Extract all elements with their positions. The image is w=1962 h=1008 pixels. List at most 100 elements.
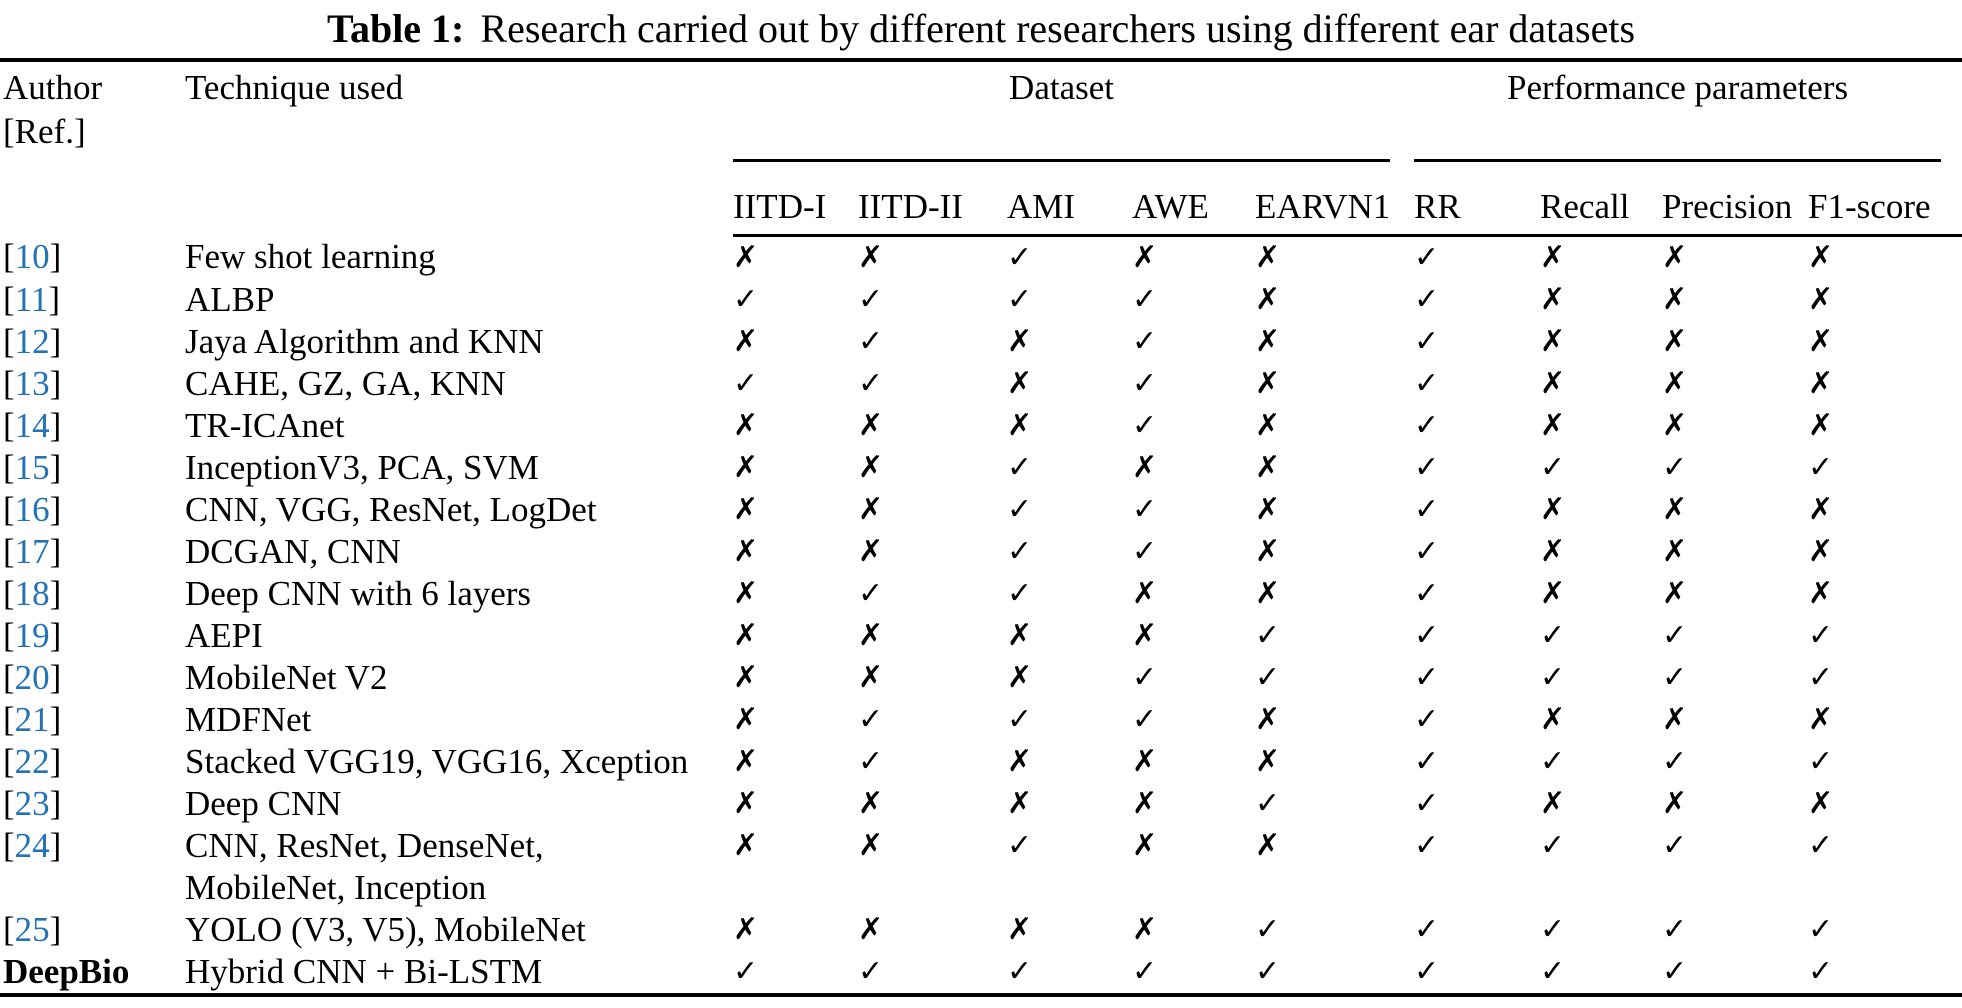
col-header-rr: RR [1414,162,1541,237]
citation-link[interactable]: 13 [14,364,50,403]
check-mark: ✓ [858,702,884,737]
citation-link[interactable]: 16 [14,490,50,529]
check-mark: ✓ [1007,534,1033,569]
check-mark: ✓ [1662,954,1688,989]
citation-link[interactable]: 14 [14,406,50,445]
technique-cell: TR-ICAnet [185,405,733,447]
ref-bracket-close: ] [48,280,61,319]
citation-link[interactable]: 20 [14,658,50,697]
ref-bracket-open: [ [3,700,15,739]
check-mark: ✓ [1414,744,1440,779]
citation-link[interactable]: 18 [14,574,50,613]
check-mark: ✓ [1414,576,1440,611]
cross-mark: ✗ [858,240,884,275]
col-header-ami: AMI [1007,162,1132,237]
author-ref-cell: [23] [0,783,185,825]
check-mark: ✓ [858,954,884,989]
cross-mark: ✗ [1662,786,1688,821]
cross-mark: ✗ [1007,660,1033,695]
citation-link[interactable]: 23 [14,784,50,823]
citation-link[interactable]: 15 [14,448,50,487]
technique-cell: MobileNet V2 [185,657,733,699]
author-ref-cell: [18] [0,573,185,615]
cross-mark: ✗ [1540,534,1566,569]
cross-mark: ✗ [733,744,759,779]
dataset-group-header: Dataset [733,60,1414,162]
check-mark: ✓ [1540,744,1566,779]
ref-bracket-close: ] [49,700,62,739]
cross-mark: ✗ [1132,744,1158,779]
table-row: [11] ALBP ✓ ✓ ✓ ✓ ✗ ✓ ✗ ✗ ✗ [0,279,1962,321]
ref-bracket-close: ] [49,742,62,781]
check-mark: ✓ [1414,366,1440,401]
cross-mark: ✗ [858,534,884,569]
check-mark: ✓ [1132,324,1158,359]
ref-bracket-open: [ [3,784,15,823]
author-ref-cell: [12] [0,321,185,363]
cross-mark: ✗ [1808,576,1834,611]
technique-column-header: Technique used [185,68,404,107]
check-mark: ✓ [858,576,884,611]
cross-mark: ✗ [1007,912,1033,947]
table-body: [10] Few shot learning ✗ ✗ ✓ ✗ ✗ ✓ ✗ ✗ ✗… [0,236,1962,996]
citation-link[interactable]: 21 [14,700,50,739]
technique-line: CNN, VGG, ResNet, LogDet [185,490,597,529]
check-mark: ✓ [1414,240,1440,275]
check-mark: ✓ [1540,660,1566,695]
cross-mark: ✗ [733,786,759,821]
citation-link[interactable]: 24 [14,826,50,865]
cross-mark: ✗ [1132,912,1158,947]
author-ref-cell: DeepBio [0,951,185,995]
technique-cell: YOLO (V3, V5), MobileNet [185,909,733,951]
cross-mark: ✗ [1540,576,1566,611]
ref-bracket-close: ] [49,784,62,823]
author-ref-cell: [16] [0,489,185,531]
check-mark: ✓ [1808,954,1834,989]
ref-bracket-open: [ [3,532,15,571]
author-ref-cell: [21] [0,699,185,741]
table-row: [21] MDFNet ✗ ✓ ✓ ✓ ✗ ✓ ✗ ✗ ✗ [0,699,1962,741]
technique-cell: DCGAN, CNN [185,531,733,573]
cross-mark: ✗ [1540,408,1566,443]
cross-mark: ✗ [733,702,759,737]
ref-bracket-open: [ [3,574,15,613]
cross-mark: ✗ [1255,450,1281,485]
check-mark: ✓ [1540,954,1566,989]
citation-link[interactable]: 10 [14,236,50,276]
author-ref-cell: [17] [0,531,185,573]
technique-cell: InceptionV3, PCA, SVM [185,447,733,489]
table-caption: Table 1: Research carried out by differen… [0,0,1962,58]
cross-mark: ✗ [1255,702,1281,737]
citation-link[interactable]: 11 [14,280,49,319]
technique-line: Hybrid CNN + Bi-LSTM [185,952,543,991]
cross-mark: ✗ [1255,744,1281,779]
cross-mark: ✗ [1808,324,1834,359]
technique-line: Stacked VGG19, VGG16, Xception [185,742,689,781]
ref-bracket-open: [ [3,280,15,319]
cross-mark: ✗ [1007,408,1033,443]
cross-mark: ✗ [1662,576,1688,611]
author-ref-column-header: Author [Ref.] [0,60,185,236]
cross-mark: ✗ [1540,366,1566,401]
ref-bracket-open: [ [3,322,15,361]
citation-link[interactable]: 22 [14,742,50,781]
ref-bracket-open: [ [3,490,15,529]
check-mark: ✓ [858,324,884,359]
check-mark: ✓ [1255,912,1281,947]
cross-mark: ✗ [1255,828,1281,863]
ref-bracket-close: ] [49,322,62,361]
citation-link[interactable]: 19 [14,616,50,655]
col-header-precision: Precision [1662,162,1809,237]
check-mark: ✓ [1255,954,1281,989]
check-mark: ✓ [1808,912,1834,947]
citation-link[interactable]: 25 [14,910,50,949]
check-mark: ✓ [1414,786,1440,821]
citation-link[interactable]: 17 [14,532,50,571]
table-row: [22] Stacked VGG19, VGG16, Xception ✗ ✓ … [0,741,1962,783]
citation-link[interactable]: 12 [14,322,50,361]
cross-mark: ✗ [1662,492,1688,527]
technique-cell: CNN, ResNet, DenseNet, MobileNet, Incepti… [185,825,733,909]
cross-mark: ✗ [1007,366,1033,401]
cross-mark: ✗ [1540,492,1566,527]
table-caption-label: Table 1: [326,6,465,51]
